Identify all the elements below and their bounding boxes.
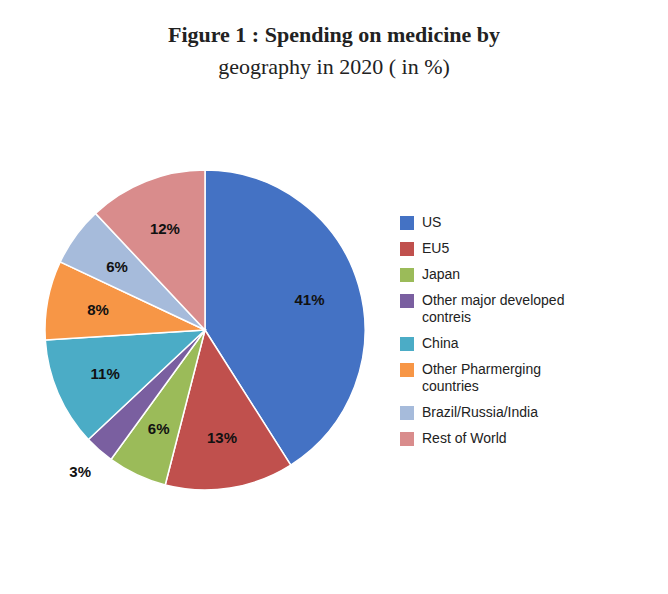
legend-label: Brazil/Russia/India [422, 404, 538, 420]
legend-swatch [400, 363, 414, 377]
data-label: 12% [150, 220, 180, 237]
legend-label: Other Pharmergingcountries [422, 361, 541, 394]
data-label: 13% [207, 429, 237, 446]
pie [45, 170, 365, 490]
legend-swatch [400, 268, 414, 282]
legend-label: Rest of World [422, 430, 507, 446]
data-labels: 41% 13% 6% 3% 11% 8% 6% 12% [69, 220, 324, 480]
legend-label: Japan [422, 266, 460, 282]
legend-label: EU5 [422, 240, 449, 256]
legend-swatch [400, 406, 414, 420]
slice [45, 330, 205, 440]
subtitle: geography in 2020 ( in %) [218, 54, 450, 79]
title: Figure 1 : Spending on medicine by [168, 22, 500, 47]
legend-swatch [400, 216, 414, 230]
legend: US EU5 Japan Other major developedcontreis C… [400, 214, 564, 447]
data-label: 8% [87, 301, 109, 318]
data-label: 6% [148, 420, 170, 437]
legend-swatch [400, 294, 414, 308]
chart: Figure 1 : Spending on medicine by geogra… [0, 0, 668, 594]
legend-label: China [422, 335, 459, 351]
slice [95, 170, 205, 330]
data-label: 41% [294, 291, 324, 308]
data-label: 11% [91, 365, 120, 382]
data-label: 6% [106, 258, 128, 275]
legend-swatch [400, 337, 414, 351]
legend-swatch [400, 432, 414, 446]
legend-label: Other major developedcontreis [422, 292, 564, 325]
data-label: 3% [69, 463, 91, 480]
legend-label: US [422, 214, 441, 230]
legend-swatch [400, 242, 414, 256]
